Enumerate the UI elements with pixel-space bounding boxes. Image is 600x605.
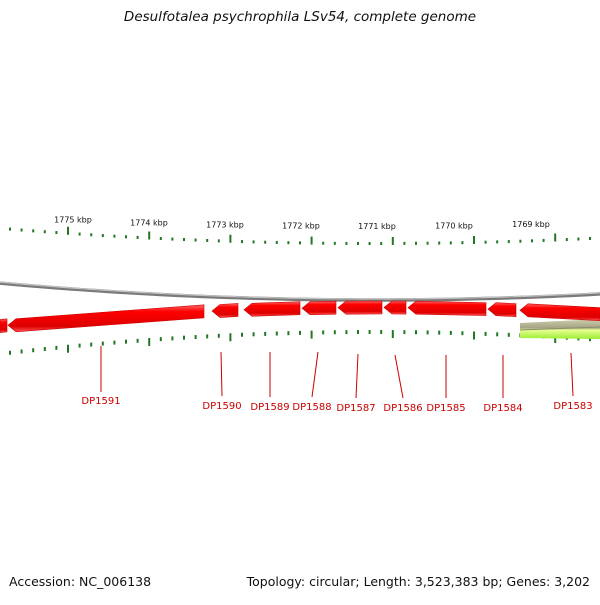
gene-arrow <box>337 300 383 315</box>
gene-label: DP1583 <box>553 401 592 412</box>
gene-arrow <box>0 318 8 333</box>
feature-band-divider <box>519 326 600 331</box>
gene-label: DP1590 <box>202 401 241 412</box>
gene-label: DP1589 <box>250 402 289 413</box>
genome-backbone <box>0 281 600 302</box>
gene-arrow <box>211 303 239 318</box>
gene-leader-line <box>394 354 404 399</box>
gene-arrow <box>243 301 301 317</box>
gene-label: DP1586 <box>383 403 422 414</box>
scale-label: 1773 kbp <box>206 220 244 229</box>
gene-label: DP1585 <box>426 403 465 414</box>
scale-label: 1769 kbp <box>512 220 550 229</box>
scale-label: 1770 kbp <box>435 222 473 231</box>
gene-arrow <box>487 302 517 317</box>
gene-leader-line <box>220 351 223 397</box>
gene-arrow <box>301 300 337 316</box>
accession-text: Accession: NC_006138 <box>9 574 152 589</box>
scale-label: 1772 kbp <box>282 222 320 231</box>
gene-label: DP1587 <box>336 403 375 414</box>
scale-label: 1771 kbp <box>358 222 396 231</box>
gene-label: DP1588 <box>292 402 331 413</box>
gene-leader-line <box>355 353 359 399</box>
gene-leader-line <box>570 352 574 397</box>
genome-summary-text: Topology: circular; Length: 3,523,383 bp… <box>246 574 590 589</box>
gene-arrow <box>7 304 205 333</box>
gene-leader-line <box>311 351 319 398</box>
gene-arrow <box>383 300 407 315</box>
scale-label: 1775 kbp <box>54 215 92 224</box>
gene-arrow <box>519 303 600 321</box>
scale-label: 1774 kbp <box>130 218 168 227</box>
gene-label: DP1584 <box>483 403 522 414</box>
genome-backbone-highlight <box>0 281 600 300</box>
gene-label: DP1591 <box>81 396 120 407</box>
gene-arrow <box>407 300 487 316</box>
map-title: Desulfotalea psychrophila LSv54, complet… <box>123 9 477 25</box>
